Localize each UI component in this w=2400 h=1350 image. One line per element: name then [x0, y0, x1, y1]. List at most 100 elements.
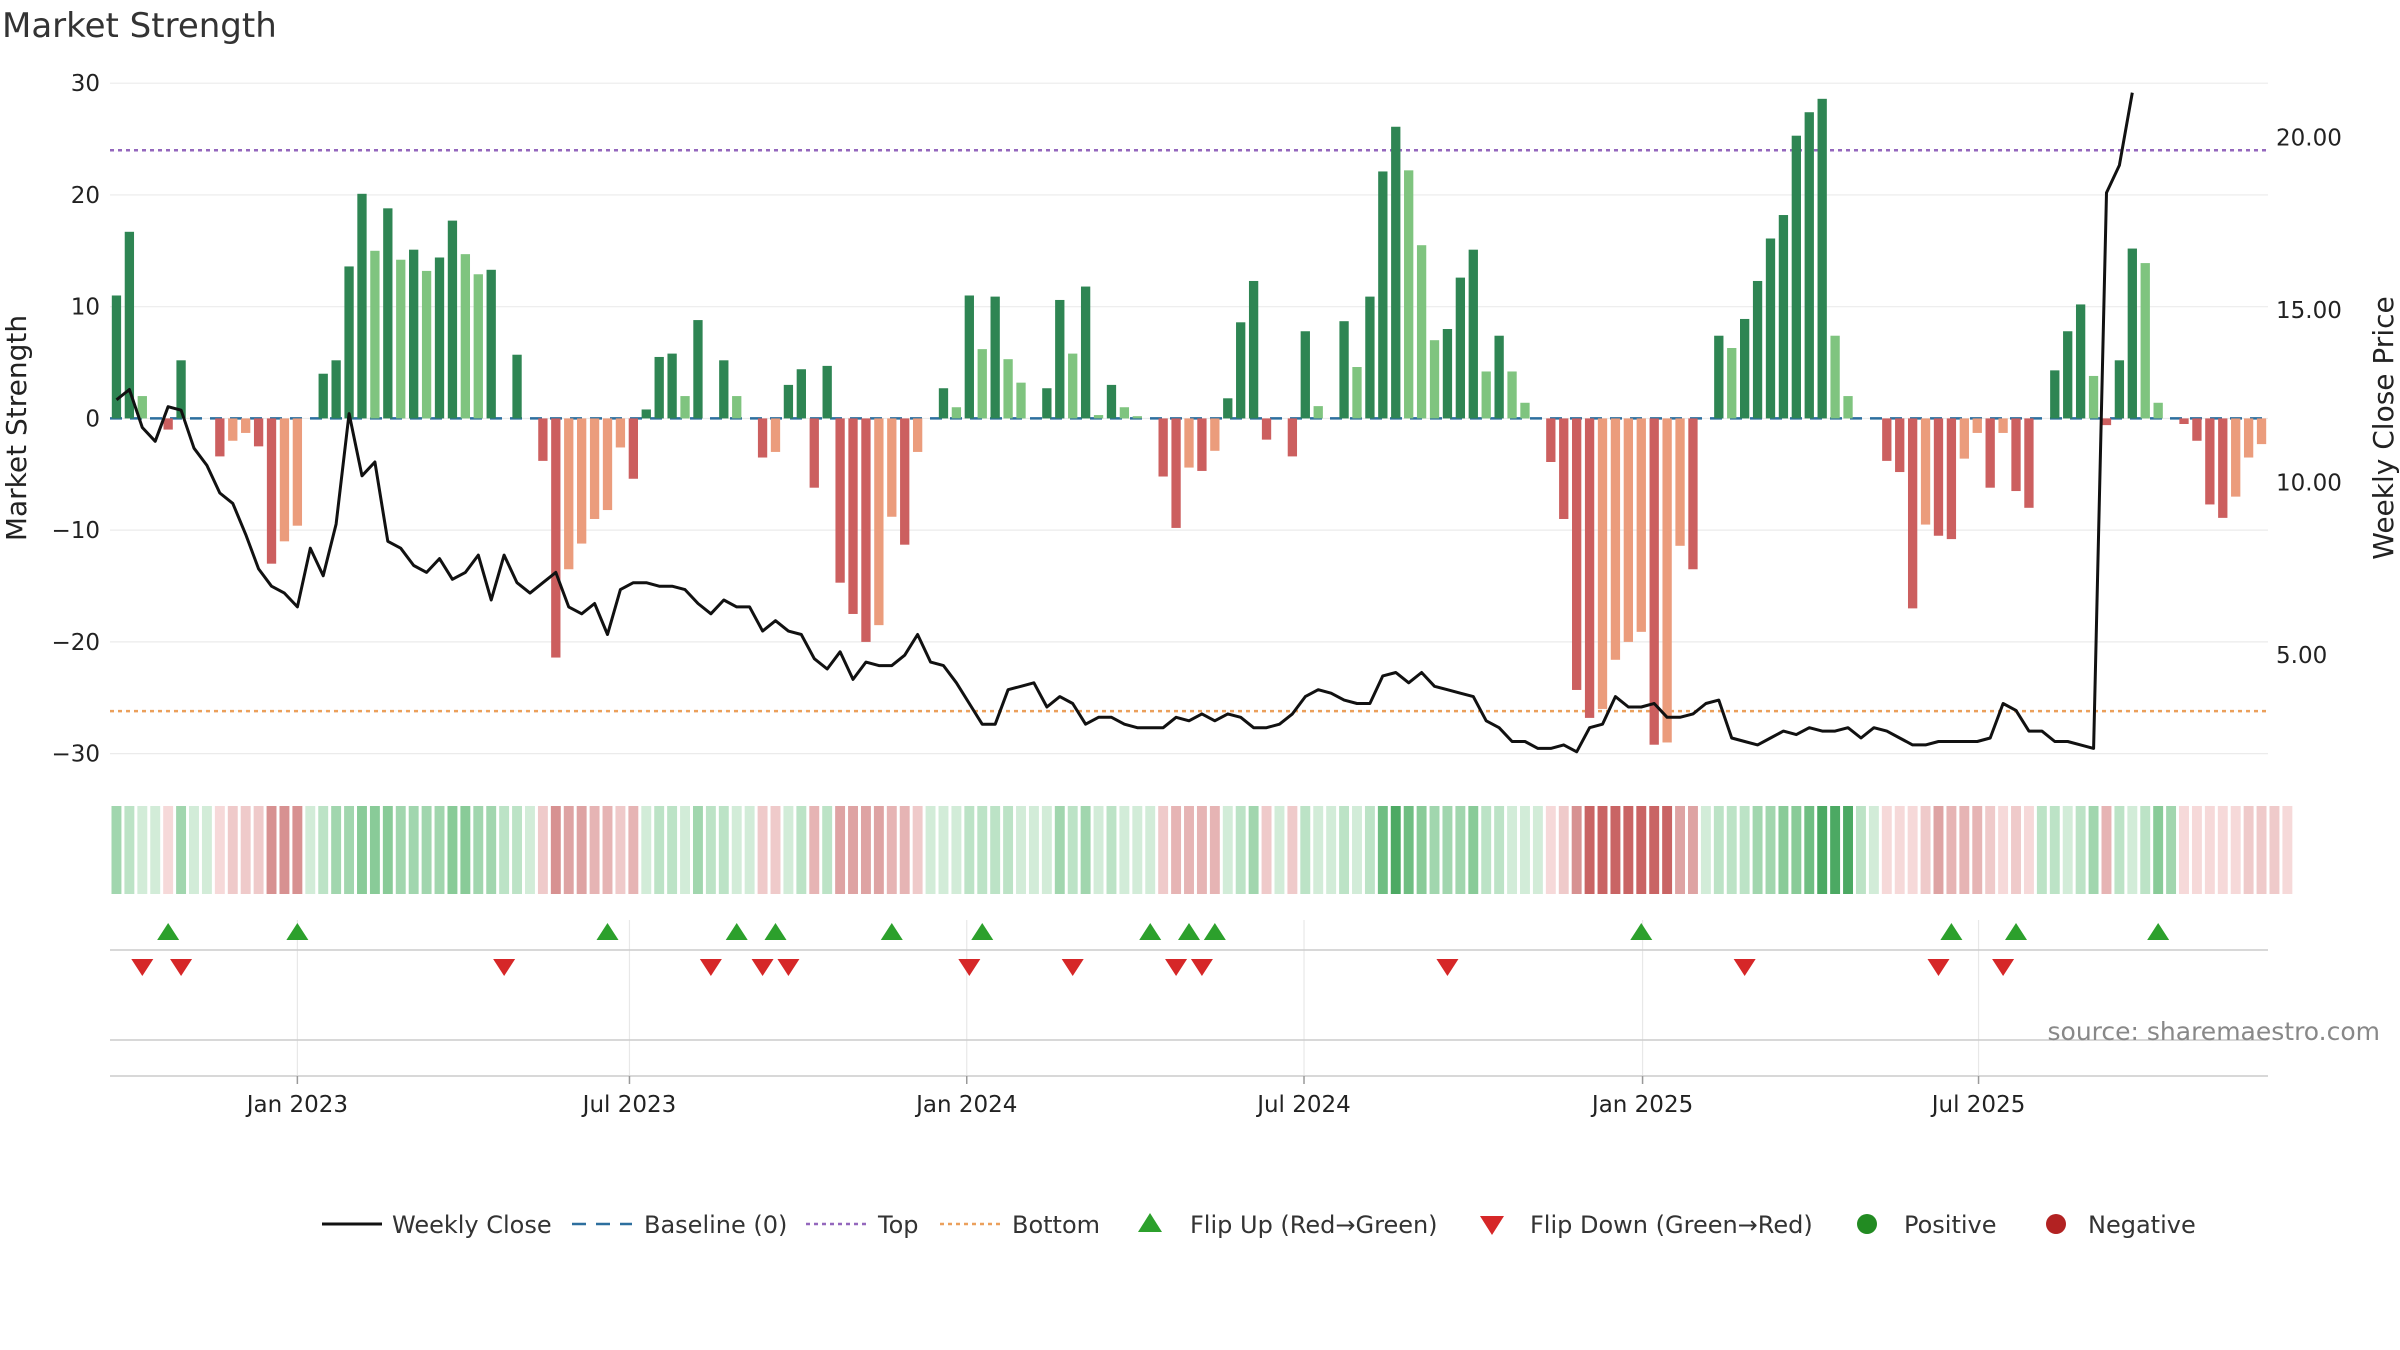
- legend-item-positive: Positive: [1857, 1211, 1997, 1239]
- flip-up-marker-0: [157, 923, 180, 940]
- strength-bar-72: [1042, 388, 1052, 419]
- legend-item-flip_up: Flip Up (Red→Green): [1138, 1211, 1438, 1239]
- strength-bar-140: [1920, 418, 1931, 525]
- band-cell-90: [1274, 806, 1285, 894]
- band-cell-40: [628, 806, 639, 894]
- band-cell-74: [1067, 806, 1078, 894]
- band-cell-112: [1558, 806, 1569, 894]
- strength-bar-85: [1210, 418, 1220, 451]
- strength-bar-127: [1752, 280, 1763, 419]
- strength-bar-67: [977, 349, 987, 419]
- strength-bar-60: [887, 418, 897, 517]
- band-cell-72: [1041, 806, 1052, 894]
- strength-bar-158: [2153, 402, 2163, 419]
- strength-bar-69: [1003, 359, 1013, 419]
- band-cell-132: [1817, 806, 1828, 894]
- strength-bar-120: [1662, 418, 1672, 743]
- strength-bar-155: [2114, 360, 2125, 419]
- strength-bar-96: [1352, 367, 1362, 419]
- band-cell-154: [2101, 806, 2112, 894]
- band-cell-115: [1597, 806, 1608, 894]
- strength-bar-24: [421, 270, 432, 419]
- band-cell-45: [692, 806, 703, 894]
- band-cell-161: [2191, 806, 2202, 894]
- source-label: source: sharemaestro.com: [2048, 1017, 2381, 1046]
- strength-bar-156: [2127, 248, 2137, 419]
- x-tick-label-0: Jan 2023: [245, 1092, 348, 1118]
- flip-down-marker-4: [751, 959, 774, 976]
- band-cell-131: [1804, 806, 1815, 894]
- strength-bar-133: [1830, 335, 1840, 419]
- strength-bar-129: [1778, 215, 1789, 419]
- flip-down-marker-13: [1992, 959, 2015, 976]
- strength-bar-75: [1080, 286, 1091, 419]
- strength-bar-113: [1572, 418, 1582, 690]
- band-cell-138: [1894, 806, 1905, 894]
- band-cell-109: [1520, 806, 1530, 894]
- strength-bar-117: [1623, 418, 1634, 642]
- band-cell-17: [331, 806, 342, 894]
- strength-bar-151: [2063, 331, 2073, 419]
- band-cell-63: [925, 806, 936, 894]
- x-tick-label-1: Jul 2023: [581, 1092, 677, 1118]
- strength-bar-104: [1455, 277, 1466, 419]
- legend-label-negative: Negative: [2088, 1211, 2196, 1239]
- y-axis-title-left: Market Strength: [0, 315, 33, 541]
- left-tick-label-4: −10: [51, 518, 100, 544]
- strength-bar-20: [370, 250, 380, 419]
- strength-bar-41: [641, 409, 651, 419]
- band-cell-133: [1830, 806, 1841, 894]
- strength-bar-27: [460, 254, 471, 419]
- strength-bar-56: [835, 418, 845, 583]
- band-cell-149: [2036, 806, 2047, 894]
- band-cell-42: [654, 806, 665, 894]
- band-cell-162: [2204, 806, 2215, 894]
- band-cell-52: [783, 806, 794, 894]
- band-cell-98: [1377, 806, 1388, 894]
- band-cell-142: [1946, 806, 1957, 894]
- strength-bar-146: [1998, 418, 2008, 433]
- strength-bar-5: [176, 360, 186, 419]
- band-cell-122: [1688, 806, 1698, 894]
- strength-bar-88: [1248, 280, 1259, 419]
- band-cell-2: [137, 806, 148, 894]
- legend-label-flip_up: Flip Up (Red→Green): [1190, 1211, 1438, 1239]
- strength-bar-131: [1804, 112, 1814, 419]
- strength-bar-98: [1378, 171, 1388, 419]
- legend-item-baseline: Baseline (0): [572, 1211, 787, 1239]
- band-cell-106: [1481, 806, 1492, 894]
- strength-bar-9: [228, 418, 238, 441]
- band-cell-89: [1261, 806, 1272, 894]
- strength-bar-57: [848, 418, 858, 614]
- strength-bar-73: [1055, 299, 1065, 419]
- band-cell-164: [2230, 806, 2241, 894]
- flip-up-marker-12: [2005, 923, 2028, 940]
- strength-bar-65: [951, 407, 962, 419]
- band-cell-60: [886, 806, 897, 894]
- strength-bar-105: [1468, 249, 1478, 419]
- band-cell-27: [460, 806, 471, 894]
- band-cell-151: [2062, 806, 2073, 894]
- legend-swatch-flip-down: [1480, 1216, 1504, 1235]
- band-cell-14: [292, 806, 303, 894]
- axes: 30 20 10 0 −10 −20 −30 20.00 15.00 10.00 5.00 Jan 2…: [0, 71, 2400, 1118]
- strength-bar-52: [783, 384, 794, 419]
- left-tick-label-2: 10: [71, 295, 100, 321]
- band-cell-111: [1545, 806, 1556, 894]
- band-cell-9: [227, 806, 238, 894]
- left-tick-label-6: −30: [51, 742, 100, 768]
- strength-bar-109: [1520, 402, 1530, 419]
- band-cell-92: [1300, 806, 1311, 894]
- strength-bar-11: [253, 418, 264, 447]
- strength-bar-1: [124, 231, 135, 419]
- band-cell-54: [809, 806, 820, 894]
- flip-down-marker-5: [777, 959, 800, 976]
- left-tick-label-3: 0: [85, 406, 100, 432]
- band-cell-140: [1920, 806, 1931, 894]
- right-tick-label-0: 20.00: [2276, 126, 2342, 152]
- strength-bar-36: [577, 418, 587, 544]
- weekly-close-line: [115, 92, 2134, 754]
- band-cell-66: [964, 806, 975, 894]
- legend-item-negative: Negative: [2046, 1211, 2196, 1239]
- strength-bar-10: [241, 418, 251, 433]
